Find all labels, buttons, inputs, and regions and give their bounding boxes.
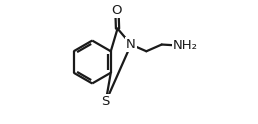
Text: N: N <box>126 38 136 51</box>
Text: O: O <box>112 4 122 17</box>
Text: S: S <box>101 95 110 108</box>
Text: NH₂: NH₂ <box>173 39 198 52</box>
